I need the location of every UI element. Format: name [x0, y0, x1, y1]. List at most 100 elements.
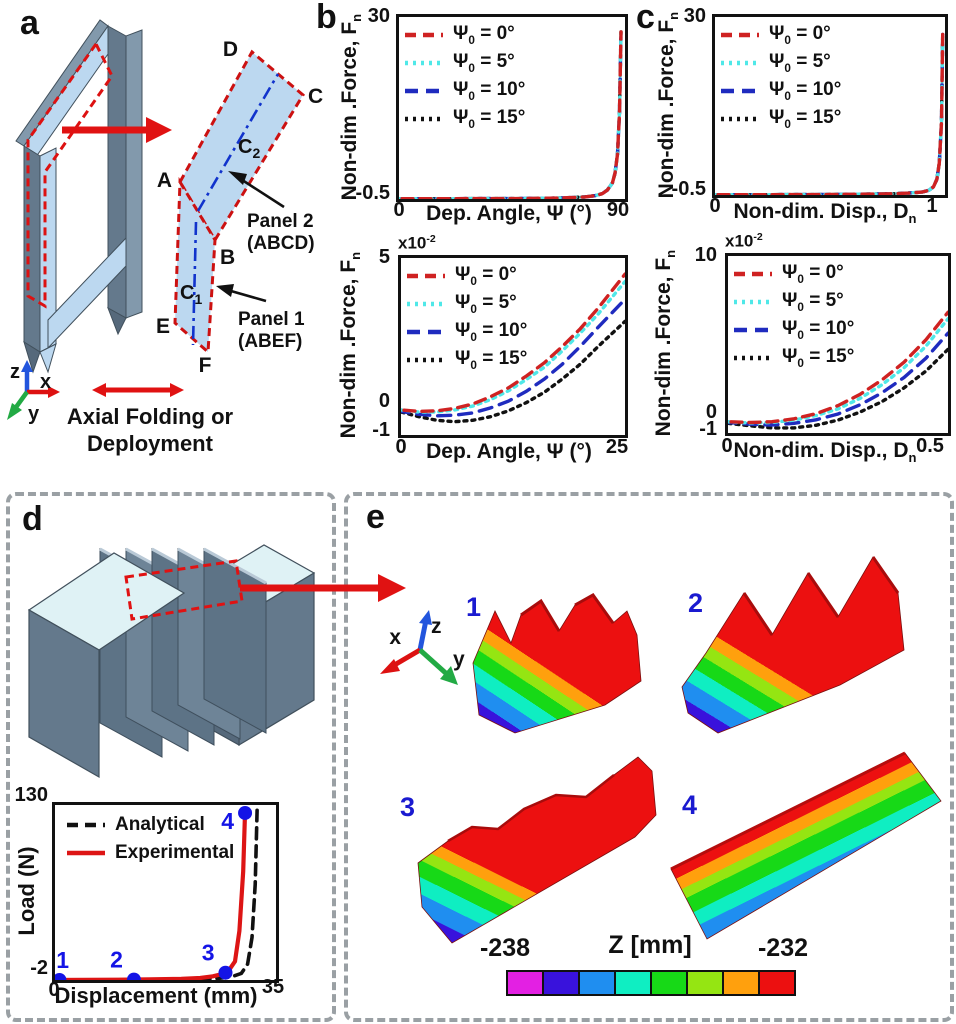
- data-point-2: [126, 972, 141, 980]
- axis-triad-icon: [7, 360, 60, 420]
- legend-item: Ψ0 = 10°: [733, 317, 854, 342]
- legend-line-swatch-icon: [407, 301, 445, 306]
- b-bottom-ytick-min: -1: [372, 419, 390, 441]
- b-bottom-ytick-max: 5: [378, 246, 390, 268]
- axis-triad-e-icon: x z y: [380, 610, 465, 685]
- curve-psi0-15: [728, 347, 948, 430]
- data-point-label-2: 2: [110, 947, 123, 973]
- c-bottom-scale-note: x10-2: [725, 231, 763, 251]
- legend-label: Ψ0 = 5°: [455, 291, 517, 316]
- legend-item: Ψ0 = 0°: [720, 22, 841, 47]
- curve-psi0-0: [401, 272, 625, 414]
- d-xtick-max: 35: [261, 976, 285, 998]
- legend-label: Ψ0 = 0°: [453, 22, 515, 47]
- c-top-x-axis-label: Non-dim. Disp., Dn: [733, 200, 917, 227]
- legend-label: Ψ0 = 10°: [453, 78, 526, 103]
- panel2-callout-arrow-icon: [228, 171, 285, 209]
- colorbar-cell: [722, 972, 758, 994]
- b-top-y-axis-label: Non-dim .Force, Fn: [337, 13, 365, 201]
- caption-line2: Deployment: [87, 431, 214, 456]
- scan-surface-1: [472, 593, 642, 734]
- d-ytick-max: 130: [14, 784, 48, 806]
- legend-line-swatch-icon: [721, 88, 759, 93]
- scan-surface-4: [670, 751, 942, 940]
- b-bottom-ytick-zero: 0: [378, 390, 390, 412]
- legend-item: Ψ0 = 5°: [720, 50, 841, 75]
- b-bottom-scale-note: x10-2: [398, 233, 436, 253]
- axis-x-label: x: [40, 371, 51, 393]
- legend-item: Ψ0 = 0°: [406, 263, 527, 288]
- legend-item: Ψ0 = 5°: [406, 291, 527, 316]
- panel-pair-illustration: [173, 49, 305, 356]
- legend-item: Analytical: [66, 812, 234, 837]
- colorbar-cell: [650, 972, 686, 994]
- highlight-outline: [26, 41, 114, 309]
- legend-line-swatch-icon: [67, 850, 105, 855]
- legend-label: Ψ0 = 10°: [769, 78, 842, 103]
- c-top-ytick-min: -0.5: [671, 178, 706, 200]
- b-top-ytick-max: 30: [367, 5, 390, 27]
- colorbar-cell: [542, 972, 578, 994]
- scan-region-outline: [124, 559, 244, 621]
- vertex-c: C: [308, 85, 323, 108]
- data-point-label-3: 3: [202, 940, 215, 966]
- legend-label: Ψ0 = 0°: [782, 261, 844, 286]
- scan-surface-3: [417, 756, 657, 944]
- c-bottom-y-axis-label: Non-dim .Force, Fn: [651, 249, 679, 437]
- bellows-structure-illustration: [27, 544, 316, 779]
- colorbar-title: Z [mm]: [608, 931, 692, 959]
- legend-item: Ψ0 = 5°: [733, 289, 854, 314]
- legend-line-swatch-icon: [405, 32, 443, 37]
- colorbar: [506, 970, 796, 996]
- legend-label: Ψ0 = 5°: [453, 50, 515, 75]
- vertex-b: B: [220, 246, 235, 269]
- curve-psi0-5: [401, 279, 625, 414]
- axis-z-label: z: [431, 615, 442, 638]
- legend-line-swatch-icon: [407, 357, 445, 362]
- legend-line-swatch-icon: [734, 355, 772, 360]
- legend-item: Ψ0 = 10°: [406, 319, 527, 344]
- legend-line-swatch-icon: [721, 116, 759, 121]
- surface-2-number: 2: [688, 588, 704, 618]
- legend-item: Ψ0 = 15°: [404, 106, 525, 131]
- legend-label: Ψ0 = 0°: [455, 263, 517, 288]
- legend-item: Ψ0 = 15°: [406, 347, 527, 372]
- curve-psi0-0: [399, 30, 623, 199]
- c-top-xtick-min: 0: [709, 195, 721, 217]
- panel-a-label: a: [20, 4, 39, 42]
- crease-line-c1: [191, 221, 198, 346]
- legend-label: Ψ0 = 15°: [769, 106, 842, 131]
- data-point-label-1: 1: [56, 947, 69, 973]
- curve-experimental: [55, 808, 248, 980]
- c-bottom-legend: Ψ0 = 0° Ψ0 = 5° Ψ0 = 10° Ψ0 = 15°: [733, 261, 854, 370]
- colorbar-cell: [758, 972, 794, 994]
- curve-psi0-5: [728, 317, 948, 425]
- legend-item: Ψ0 = 0°: [733, 261, 854, 286]
- crease-line-c2: [196, 73, 280, 212]
- b-bottom-y-axis-label: Non-dim .Force, Fn: [336, 251, 364, 439]
- colorbar-cell: [686, 972, 722, 994]
- b-top-xtick-max: 90: [606, 199, 630, 221]
- chart-d-load: 1 2 3 4: [52, 802, 279, 983]
- c-top-ytick-max: 30: [683, 5, 706, 27]
- panel2-callout-line2: (ABCD): [247, 233, 315, 254]
- legend-line-swatch-icon: [734, 299, 772, 304]
- legend-line-swatch-icon: [407, 273, 445, 278]
- c-bottom-xtick-max: 0.5: [916, 435, 944, 457]
- axis-y-label: y: [453, 648, 465, 671]
- legend-label: Ψ0 = 15°: [453, 106, 526, 131]
- b-bottom-x-axis-label: Dep. Angle, Ψ (°): [426, 440, 592, 463]
- c-top-y-axis-label: Non-dim .Force, Fn: [654, 11, 682, 199]
- legend-item: Ψ0 = 5°: [404, 50, 525, 75]
- data-point-4: [238, 805, 253, 820]
- legend-label: Analytical: [115, 813, 205, 835]
- legend-label: Ψ0 = 10°: [782, 317, 855, 342]
- vertex-e: E: [156, 315, 170, 338]
- vertex-f: F: [199, 354, 212, 377]
- legend-item: Ψ0 = 15°: [720, 106, 841, 131]
- chart-b-bottom: [398, 255, 628, 438]
- d-x-axis-label: Displacement (mm): [54, 983, 258, 1008]
- axis-z-label: z: [10, 361, 20, 383]
- legend-item: Ψ0 = 15°: [733, 345, 854, 370]
- panel-b-label: b: [316, 0, 337, 36]
